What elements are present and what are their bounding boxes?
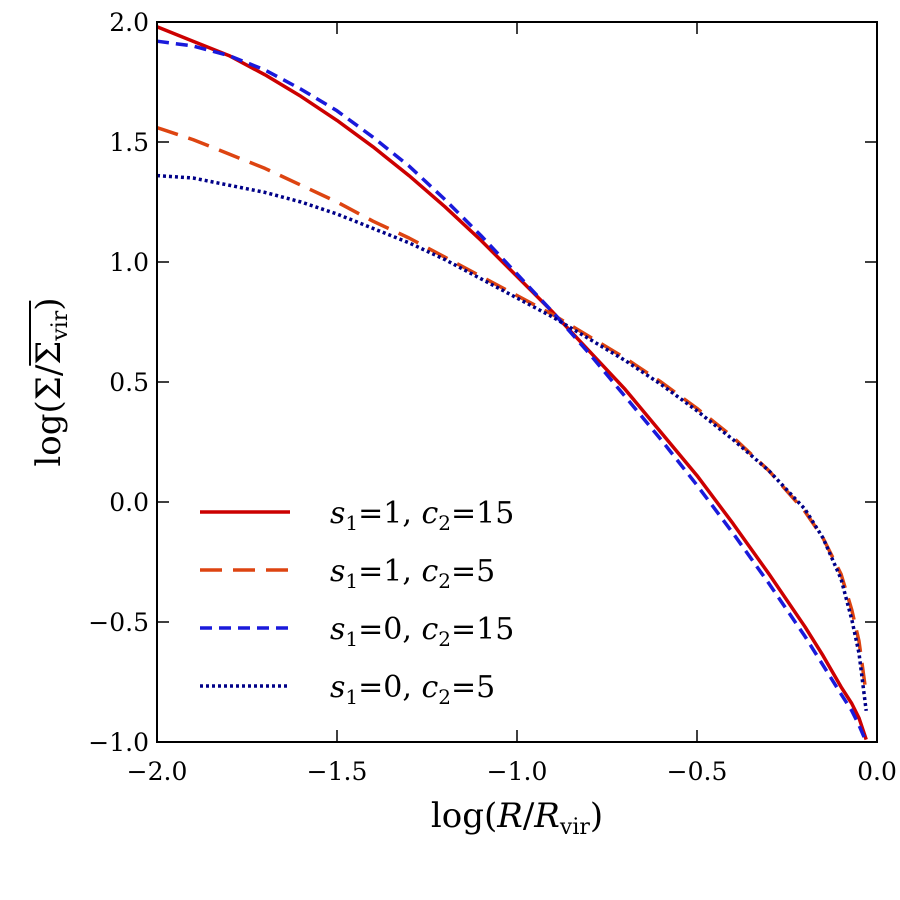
legend-label-3: s1=0, c2=15 xyxy=(330,612,514,651)
y-tick-label: −1.0 xyxy=(88,728,149,757)
y-tick-label: −0.5 xyxy=(88,608,149,637)
y-axis-title: log(Σ/Σvir) xyxy=(29,297,73,466)
legend-label-4: s1=0, c2=5 xyxy=(330,670,495,709)
legend-label-1: s1=1, c2=15 xyxy=(330,496,514,535)
x-tick-label: −2.0 xyxy=(127,757,188,786)
y-axis-title-group: log(Σ/Σvir) xyxy=(29,297,73,467)
x-tick-label: 0.0 xyxy=(857,757,897,786)
y-tick-label: 0.5 xyxy=(109,368,149,397)
y-tick-label: 2.0 xyxy=(109,8,149,37)
series-layer xyxy=(156,25,868,743)
y-tick-label: 1.0 xyxy=(109,248,149,277)
series-line-3 xyxy=(156,39,868,743)
series-line-2 xyxy=(156,125,868,695)
series-line-4 xyxy=(156,173,868,712)
legend-label-2: s1=1, c2=5 xyxy=(330,554,495,593)
plot-frame xyxy=(156,21,878,743)
x-tick-label: −1.0 xyxy=(487,757,548,786)
legend: s1=1, c2=15 s1=1, c2=5 s1=0, c2=15 s1=0, c2… xyxy=(200,496,514,709)
x-axis-title: log(R/Rvir) xyxy=(431,796,603,840)
y-tick-label: 1.5 xyxy=(109,128,149,157)
x-tick-label: −1.5 xyxy=(307,757,368,786)
x-tick-label: −0.5 xyxy=(667,757,728,786)
plot-area xyxy=(157,22,877,742)
tick-label-layer: −2.0 −1.5 −1.0 −0.5 0.0 −1.0 −0.5 0.0 0.5 1.0 1.5 2… xyxy=(88,8,897,786)
y-tick-label: 0.0 xyxy=(109,488,149,517)
